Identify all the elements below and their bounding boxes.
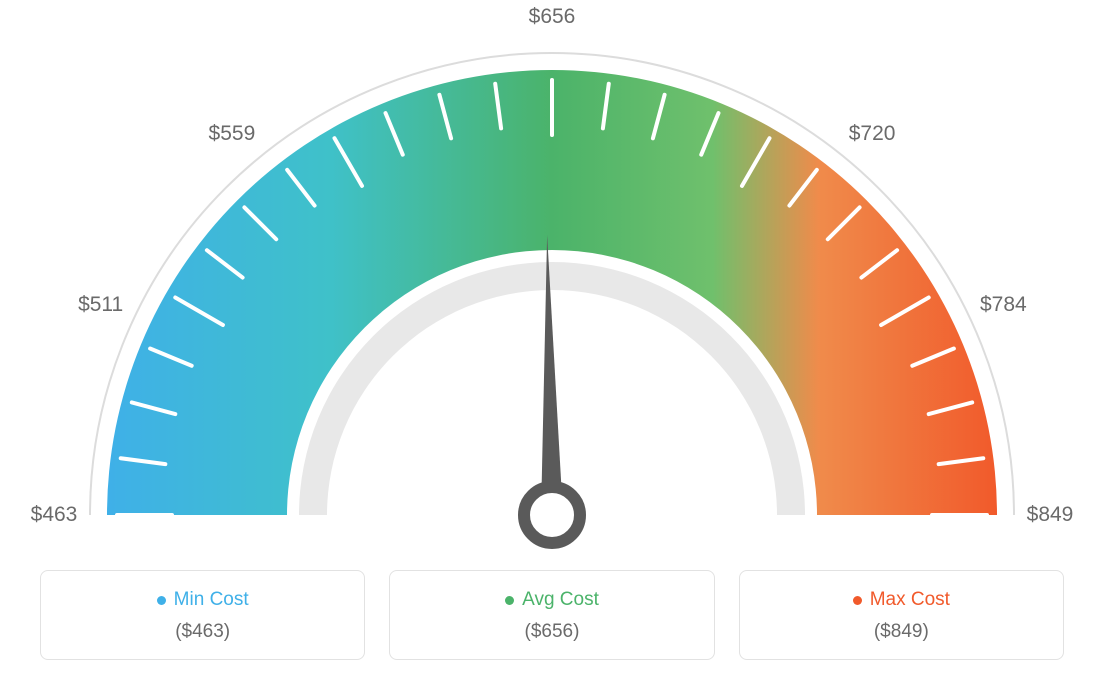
- gauge-chart: $463 $511 $559 $656 $720 $784 $849: [0, 0, 1104, 570]
- gauge-scale-label: $656: [529, 5, 576, 29]
- gauge-scale-label: $720: [849, 122, 896, 146]
- legend-card-min: Min Cost ($463): [40, 570, 365, 660]
- legend-value-max: ($849): [750, 621, 1053, 643]
- legend-value-avg: ($656): [400, 621, 703, 643]
- legend-row: Min Cost ($463) Avg Cost ($656) Max Cost…: [0, 570, 1104, 660]
- legend-card-avg: Avg Cost ($656): [389, 570, 714, 660]
- legend-title-text: Min Cost: [174, 589, 249, 611]
- legend-card-max: Max Cost ($849): [739, 570, 1064, 660]
- legend-title-text: Avg Cost: [522, 589, 599, 611]
- legend-value-min: ($463): [51, 621, 354, 643]
- gauge-scale-label: $511: [78, 293, 123, 317]
- dot-icon: [853, 596, 862, 605]
- gauge-svg: [0, 0, 1104, 570]
- gauge-scale-label: $784: [980, 293, 1027, 317]
- gauge-scale-label: $559: [209, 122, 256, 146]
- legend-title-avg: Avg Cost: [505, 589, 599, 611]
- gauge-scale-label: $849: [1027, 503, 1074, 527]
- legend-title-max: Max Cost: [853, 589, 950, 611]
- gauge-scale-label: $463: [31, 503, 78, 527]
- dot-icon: [157, 596, 166, 605]
- legend-title-text: Max Cost: [870, 589, 950, 611]
- legend-title-min: Min Cost: [157, 589, 249, 611]
- dot-icon: [505, 596, 514, 605]
